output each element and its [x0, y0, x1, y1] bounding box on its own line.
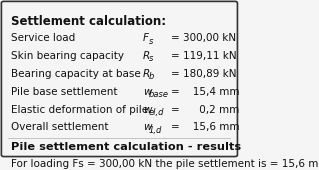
Text: For loading Fs = 300,00 kN the pile settlement is = 15,6 mm: For loading Fs = 300,00 kN the pile sett… — [11, 159, 319, 169]
Text: F: F — [143, 33, 149, 43]
Text: w: w — [143, 105, 152, 115]
Text: R: R — [143, 51, 150, 61]
Text: el,d: el,d — [149, 108, 164, 117]
Text: R: R — [143, 69, 150, 79]
Text: Elastic deformation of pile: Elastic deformation of pile — [11, 105, 148, 115]
Text: Bearing capacity at base: Bearing capacity at base — [11, 69, 141, 79]
Text: Overall settlement: Overall settlement — [11, 122, 108, 132]
Text: b: b — [149, 72, 154, 81]
Text: Pile base settlement: Pile base settlement — [11, 87, 117, 97]
Text: =    15,6 mm: = 15,6 mm — [171, 122, 240, 132]
Text: Skin bearing capacity: Skin bearing capacity — [11, 51, 124, 61]
Text: w: w — [143, 87, 152, 97]
Text: =      0,2 mm: = 0,2 mm — [171, 105, 240, 115]
Text: Service load: Service load — [11, 33, 75, 43]
Text: s: s — [149, 54, 153, 63]
Text: Pile settlement calculation - results: Pile settlement calculation - results — [11, 142, 241, 152]
Text: = 300,00 kN: = 300,00 kN — [171, 33, 236, 43]
Text: w: w — [143, 122, 152, 132]
FancyBboxPatch shape — [1, 1, 237, 157]
Text: =    15,4 mm: = 15,4 mm — [171, 87, 240, 97]
Text: s: s — [149, 37, 153, 46]
Text: 1,d: 1,d — [149, 126, 162, 135]
Text: = 119,11 kN: = 119,11 kN — [171, 51, 237, 61]
Text: = 180,89 kN: = 180,89 kN — [171, 69, 237, 79]
Text: base: base — [149, 90, 169, 99]
Text: Settlement calculation:: Settlement calculation: — [11, 15, 166, 28]
